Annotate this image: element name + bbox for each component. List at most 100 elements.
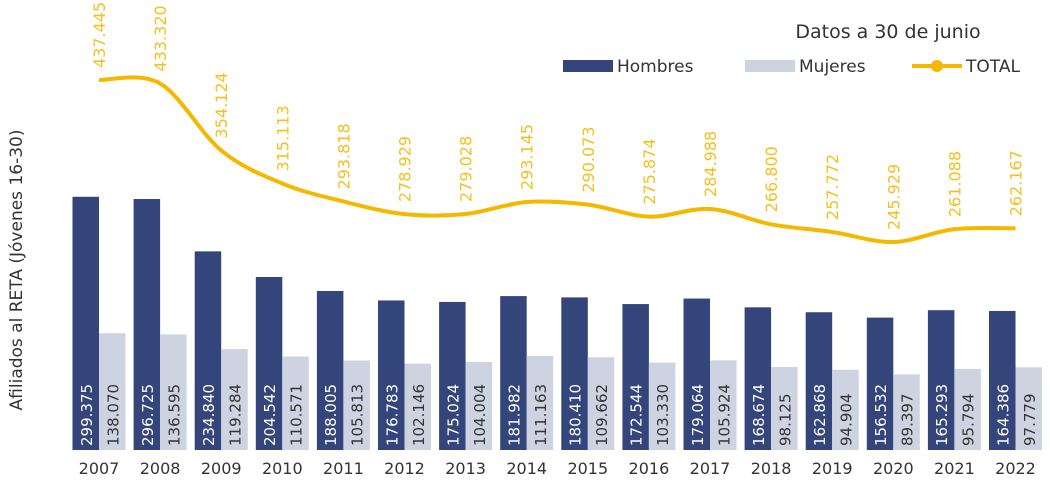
bar-label: 296.725: [139, 384, 157, 446]
bar-mujeres: [832, 369, 859, 450]
bar-mujeres: [526, 355, 554, 450]
bar-label: 110.571: [288, 384, 306, 446]
x-tick-label: 2012: [384, 459, 425, 478]
total-label: 257.772: [823, 154, 842, 220]
bar-label: 105.813: [349, 384, 367, 446]
bar-mujeres: [404, 363, 431, 450]
total-label: 261.088: [945, 151, 964, 217]
y-axis-label: Afiliados al RETA (Jóvenes 16-30): [7, 130, 27, 411]
bar-label: 97.779: [1021, 394, 1039, 447]
legend-label: TOTAL: [965, 57, 1020, 77]
total-line: [98, 75, 1016, 244]
x-tick-label: 2019: [812, 459, 853, 478]
bar-hombres: [866, 317, 894, 450]
bar-label: 175.024: [444, 384, 462, 446]
x-tick-label: 2022: [995, 459, 1036, 478]
bar-label: 299.375: [78, 384, 96, 446]
x-tick-label: 2008: [140, 459, 181, 478]
total-label: 284.988: [701, 131, 720, 197]
x-tick-label: 2015: [567, 459, 608, 478]
legend-label: Hombres: [617, 57, 694, 77]
bar-label: 204.542: [261, 384, 279, 446]
bar-hombres: [989, 310, 1016, 450]
bar-label: 105.924: [715, 384, 733, 446]
x-tick-label: 2014: [506, 459, 547, 478]
bar-label: 111.163: [532, 384, 550, 446]
x-tick-label: 2018: [751, 459, 792, 478]
bar-mujeres: [648, 362, 676, 450]
bar-hombres: [72, 196, 99, 450]
bar-hombres: [439, 301, 466, 450]
bar-hombres: [622, 304, 649, 450]
bar-hombres: [744, 307, 772, 450]
total-label: 245.929: [884, 164, 903, 230]
bar-mujeres: [710, 360, 737, 450]
bar-mujeres: [99, 333, 126, 450]
bar-label: 136.595: [165, 384, 183, 446]
legend-swatch: [745, 60, 795, 72]
x-tick-label: 2007: [79, 459, 120, 478]
bar-hombres: [378, 300, 405, 450]
bar-hombres: [133, 199, 161, 450]
total-label: 354.124: [212, 72, 231, 138]
bar-label: 104.004: [471, 384, 489, 446]
bar-label: 164.386: [994, 384, 1012, 446]
bar-label: 234.840: [200, 384, 218, 446]
bar-label: 95.794: [960, 394, 978, 447]
x-tick-label: 2021: [934, 459, 975, 478]
bar-mujeres: [221, 349, 248, 450]
bar-mujeres: [343, 360, 370, 450]
bar-mujeres: [954, 368, 981, 450]
bar-label: 172.544: [628, 384, 646, 446]
bar-hombres: [194, 251, 222, 450]
bar-hombres: [561, 297, 588, 450]
bar-hombres: [316, 290, 344, 450]
x-tick-label: 2009: [201, 459, 242, 478]
bar-label: 98.125: [776, 394, 794, 447]
total-label: 279.028: [457, 136, 476, 202]
bar-label: 156.532: [872, 384, 890, 446]
total-label: 437.445: [90, 2, 109, 68]
bar-mujeres: [893, 374, 920, 450]
total-label: 293.818: [334, 123, 353, 189]
x-tick-label: 2011: [323, 459, 364, 478]
bar-label: 89.397: [899, 394, 917, 447]
bar-label: 181.982: [505, 384, 523, 446]
x-tick-label: 2017: [690, 459, 731, 478]
bar-mujeres: [160, 334, 187, 450]
bar-label: 165.293: [933, 384, 951, 446]
bar-label: 179.064: [689, 384, 707, 446]
bar-label: 109.662: [593, 384, 611, 446]
bar-label: 168.674: [750, 384, 768, 446]
bar-mujeres: [771, 367, 798, 450]
bar-hombres: [255, 276, 283, 450]
legend-label: Mujeres: [799, 57, 866, 77]
total-label: 266.800: [762, 146, 781, 212]
total-label: 262.167: [1007, 150, 1026, 216]
bar-mujeres: [587, 357, 615, 450]
bar-label: 94.904: [837, 394, 855, 447]
total-label: 315.113: [273, 105, 292, 171]
bar-mujeres: [1015, 367, 1042, 450]
note: Datos a 30 de junio: [795, 21, 980, 43]
bar-mujeres: [465, 362, 493, 450]
bar-label: 119.284: [226, 384, 244, 446]
x-tick-label: 2020: [873, 459, 914, 478]
bar-label: 188.005: [322, 384, 340, 446]
bar-hombres: [683, 298, 710, 450]
total-label: 290.073: [579, 126, 598, 192]
bar-label: 162.868: [811, 384, 829, 446]
bar-label: 180.410: [567, 384, 585, 446]
x-tick-label: 2016: [629, 459, 670, 478]
total-label: 293.145: [518, 124, 537, 190]
bar-label: 103.330: [654, 384, 672, 446]
bar-mujeres: [282, 356, 309, 450]
x-tick-label: 2010: [262, 459, 303, 478]
bar-label: 102.146: [410, 384, 428, 446]
bar-label: 138.070: [104, 384, 122, 446]
bar-hombres: [500, 296, 527, 450]
bar-label: 176.783: [383, 384, 401, 446]
legend-swatch: [563, 60, 613, 72]
total-label: 275.874: [640, 138, 659, 204]
bar-hombres: [927, 310, 955, 450]
